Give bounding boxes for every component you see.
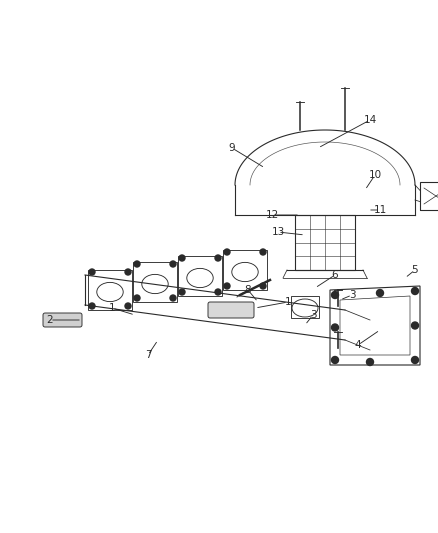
Circle shape [179, 255, 185, 261]
Text: 10: 10 [368, 170, 381, 180]
Circle shape [89, 303, 95, 309]
Circle shape [179, 289, 185, 295]
Circle shape [170, 295, 176, 301]
Circle shape [367, 359, 374, 366]
Circle shape [89, 269, 95, 275]
Circle shape [260, 249, 266, 255]
Circle shape [411, 287, 418, 295]
Text: 2: 2 [47, 315, 53, 325]
Text: 1: 1 [285, 297, 291, 307]
Text: 1: 1 [109, 303, 115, 313]
Circle shape [134, 295, 140, 301]
Circle shape [170, 261, 176, 267]
Text: 12: 12 [265, 210, 279, 220]
Circle shape [332, 324, 339, 331]
Circle shape [224, 249, 230, 255]
Text: 8: 8 [245, 285, 251, 295]
Circle shape [125, 303, 131, 309]
Text: 14: 14 [364, 115, 377, 125]
Circle shape [377, 289, 384, 296]
Circle shape [134, 261, 140, 267]
Circle shape [125, 269, 131, 275]
Circle shape [260, 283, 266, 289]
Text: 7: 7 [145, 350, 151, 360]
Circle shape [215, 255, 221, 261]
Text: 11: 11 [373, 205, 387, 215]
FancyBboxPatch shape [43, 313, 82, 327]
Circle shape [332, 357, 339, 364]
Text: 4: 4 [355, 340, 361, 350]
Circle shape [411, 357, 418, 364]
Text: 6: 6 [332, 270, 338, 280]
Circle shape [224, 283, 230, 289]
Text: 3: 3 [310, 310, 316, 320]
Text: 5: 5 [412, 265, 418, 275]
FancyBboxPatch shape [208, 302, 254, 318]
Circle shape [332, 292, 339, 298]
Text: 3: 3 [349, 290, 355, 300]
Circle shape [215, 289, 221, 295]
Text: 13: 13 [272, 227, 285, 237]
Circle shape [411, 322, 418, 329]
Text: 9: 9 [229, 143, 235, 153]
